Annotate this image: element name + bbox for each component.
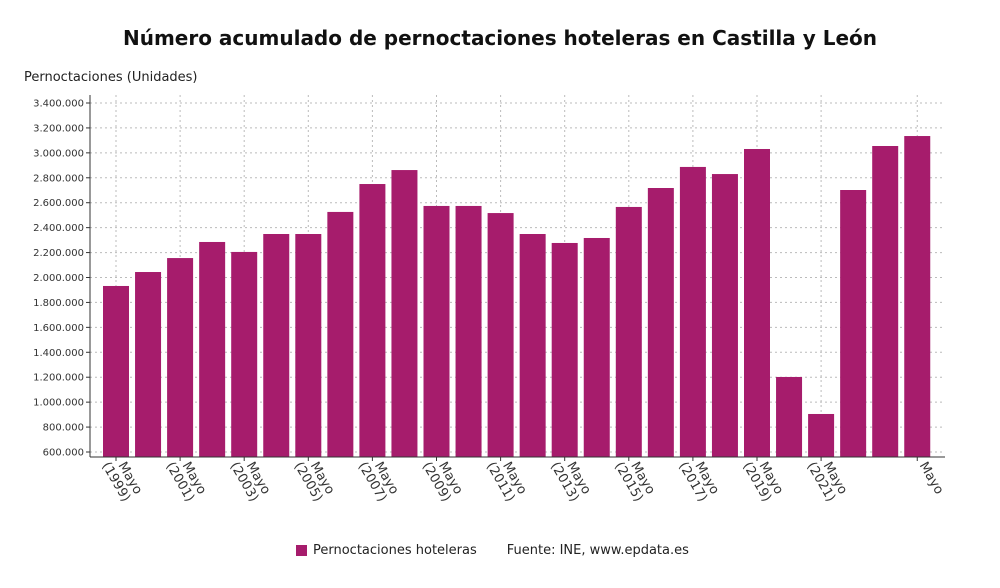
y-tick-label: 2.000.000 (33, 273, 84, 284)
bar (904, 136, 931, 458)
y-tick-label: 1.400.000 (33, 348, 84, 359)
bar (615, 206, 642, 457)
x-tick-label: Mayo(2005) (291, 453, 338, 505)
bar (359, 184, 386, 457)
bar (647, 188, 674, 458)
bar (199, 241, 226, 457)
y-tick-label: 600.000 (43, 448, 84, 459)
bar (487, 213, 514, 457)
x-tick-label: Mayo(2013) (547, 453, 594, 505)
x-tick-label: Mayo(2019) (739, 453, 786, 505)
x-tick-label: Mayo(2003) (227, 453, 274, 505)
bar (776, 376, 803, 457)
legend-label: Pernoctaciones hoteleras (313, 543, 477, 558)
x-tick-label: Mayo(2001) (163, 453, 210, 505)
bar (711, 174, 738, 457)
x-tick-label: Mayo(2017) (675, 453, 722, 505)
bar (391, 170, 418, 457)
bar (808, 413, 835, 457)
bar (295, 233, 322, 457)
y-tick-label: 2.200.000 (33, 248, 84, 259)
y-tick-label: 3.400.000 (33, 99, 84, 110)
bar (519, 233, 546, 457)
x-tick-label: Mayo(2007) (355, 453, 402, 505)
chart-title: Número acumulado de pernoctaciones hotel… (122, 26, 878, 50)
legend-swatch (296, 545, 307, 556)
bar (551, 242, 578, 457)
y-tick-label: 1.600.000 (33, 323, 84, 334)
bar (263, 233, 290, 457)
y-tick-label: 1.000.000 (33, 398, 84, 409)
x-tick-label: Mayo(2021) (804, 453, 851, 505)
y-tick-label: 3.200.000 (33, 123, 84, 134)
x-tick-label: Mayo (916, 460, 946, 498)
source-note: Fuente: INE, www.epdata.es (506, 543, 689, 558)
bar (679, 166, 706, 458)
y-tick-label: 3.000.000 (33, 148, 84, 159)
bar (583, 237, 610, 457)
y-tick-label: 1.200.000 (33, 373, 84, 384)
bar (455, 205, 482, 457)
bar (744, 148, 770, 457)
y-axis-label: Pernoctaciones (Unidades) (24, 70, 198, 85)
legend: Pernoctaciones hoteleras Fuente: INE, ww… (296, 543, 689, 558)
bar (423, 205, 450, 457)
bar (135, 272, 162, 457)
bar (872, 146, 899, 458)
bar (103, 285, 129, 457)
y-tick-label: 800.000 (43, 423, 84, 434)
y-tick-label: 2.400.000 (33, 223, 84, 234)
bar (231, 251, 258, 457)
bar (840, 190, 867, 457)
x-tick-label: Mayo(2011) (483, 453, 530, 505)
bar (167, 258, 194, 457)
x-tick-label: Mayo(2015) (611, 453, 658, 505)
y-tick-label: 1.800.000 (33, 298, 84, 309)
x-tick-label: Mayo(2009) (419, 453, 466, 505)
x-tick-label: Mayo(1999) (98, 453, 145, 505)
y-tick-label: 2.800.000 (33, 173, 84, 184)
bar (327, 211, 354, 457)
y-tick-label: 2.600.000 (33, 198, 84, 209)
